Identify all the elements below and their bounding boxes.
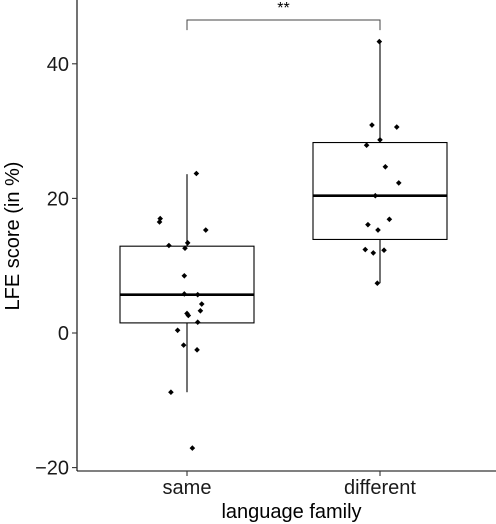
axes: −20 0 20 40 same different bbox=[35, 0, 496, 499]
data-point bbox=[182, 245, 188, 252]
data-point bbox=[372, 192, 379, 199]
x-axis-title: language family bbox=[221, 501, 361, 523]
y-tick-label: −20 bbox=[35, 458, 69, 480]
data-point bbox=[193, 170, 200, 177]
data-point bbox=[382, 163, 389, 170]
data-point bbox=[194, 319, 201, 326]
y-axis-title: LFE score (in %) bbox=[2, 162, 24, 311]
data-point bbox=[174, 327, 181, 334]
data-point bbox=[156, 219, 163, 225]
data-point bbox=[369, 122, 375, 128]
significance-bracket bbox=[186, 19, 381, 31]
data-point bbox=[377, 137, 383, 143]
data-point bbox=[374, 280, 381, 286]
x-tick-label: different bbox=[344, 477, 416, 499]
data-point bbox=[184, 240, 191, 246]
data-point bbox=[381, 247, 387, 254]
data-point bbox=[375, 227, 381, 233]
significance-label: ** bbox=[277, 0, 289, 17]
y-tick-label: 0 bbox=[58, 323, 69, 345]
box-iqr bbox=[312, 141, 448, 241]
data-point bbox=[181, 291, 188, 297]
y-tick-label: 40 bbox=[47, 54, 69, 76]
data-point bbox=[202, 227, 209, 233]
data-point bbox=[180, 342, 187, 348]
data-point bbox=[181, 272, 188, 279]
data-point bbox=[189, 445, 196, 451]
data-point bbox=[168, 389, 174, 396]
y-tick-label: 20 bbox=[47, 188, 69, 210]
data-point bbox=[198, 301, 205, 307]
data-point bbox=[197, 307, 204, 314]
box-iqr bbox=[119, 245, 255, 324]
plot-area: ** bbox=[119, 0, 448, 451]
data-point bbox=[194, 291, 201, 298]
data-point bbox=[185, 312, 192, 319]
data-point bbox=[194, 347, 200, 353]
x-tick-label: same bbox=[163, 477, 212, 499]
data-point bbox=[376, 38, 383, 45]
data-point bbox=[393, 124, 400, 130]
data-point bbox=[386, 216, 393, 223]
data-point bbox=[166, 242, 172, 249]
data-point bbox=[362, 246, 369, 253]
data-point bbox=[395, 180, 402, 186]
data-point bbox=[365, 221, 371, 228]
data-point bbox=[370, 250, 377, 256]
data-point bbox=[363, 142, 370, 149]
